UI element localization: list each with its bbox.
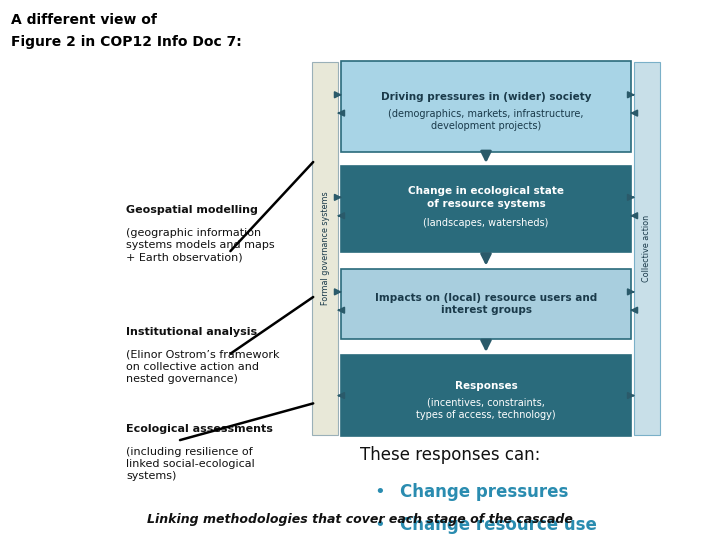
Text: Impacts on (local) resource users and
interest groups: Impacts on (local) resource users and in… (375, 293, 597, 315)
Text: Change pressures: Change pressures (400, 483, 568, 501)
Text: Collective action: Collective action (642, 215, 652, 282)
Text: Formal governance systems: Formal governance systems (320, 192, 330, 305)
FancyBboxPatch shape (341, 269, 631, 339)
Text: (Elinor Ostrom’s framework
on collective action and
nested governance): (Elinor Ostrom’s framework on collective… (126, 349, 279, 384)
Text: Responses: Responses (454, 381, 518, 391)
FancyBboxPatch shape (634, 62, 660, 435)
Text: (including resilience of
linked social-ecological
systems): (including resilience of linked social-e… (126, 447, 255, 481)
Text: Driving pressures in (wider) society: Driving pressures in (wider) society (381, 92, 591, 102)
Text: Institutional analysis: Institutional analysis (126, 327, 257, 337)
Text: Geospatial modelling: Geospatial modelling (126, 205, 258, 215)
Text: Change in ecological state
of resource systems: Change in ecological state of resource s… (408, 186, 564, 208)
Text: Ecological assessments: Ecological assessments (126, 424, 273, 434)
Text: (demographics, markets, infrastructure,
development projects): (demographics, markets, infrastructure, … (388, 109, 584, 131)
Text: •: • (374, 483, 385, 501)
FancyBboxPatch shape (341, 61, 631, 152)
FancyBboxPatch shape (341, 355, 631, 436)
Text: (incentives, constraints,
types of access, technology): (incentives, constraints, types of acces… (416, 398, 556, 420)
Text: (geographic information
systems models and maps
+ Earth observation): (geographic information systems models a… (126, 228, 274, 262)
Text: •: • (374, 516, 385, 534)
Text: Linking methodologies that cover each stage of the cascade: Linking methodologies that cover each st… (147, 514, 573, 526)
Text: A different view of: A different view of (11, 14, 157, 28)
Text: Change resource use: Change resource use (400, 516, 596, 534)
FancyBboxPatch shape (312, 62, 338, 435)
Text: (landscapes, watersheds): (landscapes, watersheds) (423, 218, 549, 228)
Text: These responses can:: These responses can: (360, 446, 541, 463)
FancyBboxPatch shape (341, 166, 631, 252)
Text: Figure 2 in COP12 Info Doc 7:: Figure 2 in COP12 Info Doc 7: (11, 35, 241, 49)
